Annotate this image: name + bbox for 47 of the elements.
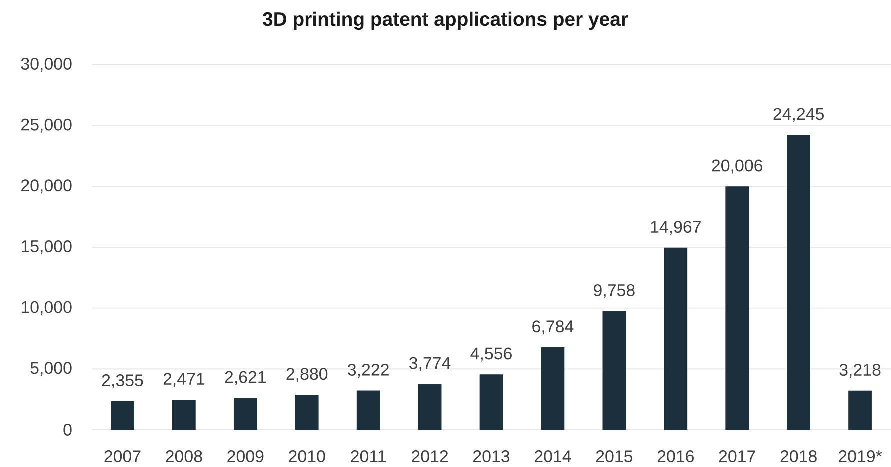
bar <box>848 390 872 430</box>
data-label: 9,758 <box>594 284 635 298</box>
bar <box>726 186 750 430</box>
bar <box>111 401 134 430</box>
bar <box>480 374 504 430</box>
bar <box>787 135 810 430</box>
x-tick-label: 2008 <box>166 450 202 463</box>
data-label: 3,218 <box>840 364 881 378</box>
bar <box>234 398 258 430</box>
y-tick-label: 15,000 <box>22 240 72 254</box>
data-label: 2,471 <box>164 373 205 388</box>
data-label: 2,880 <box>286 368 328 382</box>
data-label: 20,006 <box>712 160 762 174</box>
x-tick-label: 2007 <box>104 450 141 463</box>
bar <box>295 394 319 430</box>
bar <box>418 384 442 430</box>
x-tick-label: 2015 <box>596 450 633 463</box>
data-label: 4,556 <box>470 348 512 362</box>
x-tick-label: 2010 <box>289 450 326 463</box>
y-tick-label: 5,000 <box>30 362 72 376</box>
bar <box>172 400 196 430</box>
x-tick-label: 2012 <box>412 450 448 463</box>
data-label: 2,355 <box>102 374 144 389</box>
x-tick-label: 2018 <box>780 450 817 463</box>
x-tick-label: 2013 <box>474 450 510 463</box>
x-tick-label: 2016 <box>658 450 694 463</box>
y-tick-label: 25,000 <box>22 118 72 133</box>
data-label: 3,774 <box>409 357 451 372</box>
y-tick-label: 10,000 <box>22 301 72 316</box>
y-tick-label: 0 <box>64 424 72 436</box>
y-tick-label: 20,000 <box>22 180 72 194</box>
x-tick-label: 2019* <box>839 450 882 463</box>
x-tick-label: 2017 <box>719 450 756 463</box>
data-label: 3,222 <box>348 364 389 378</box>
data-label: 24,245 <box>774 108 824 122</box>
chart-title: 3D printing patent applications per year <box>262 12 628 30</box>
data-label: 2,621 <box>225 371 266 386</box>
data-label: 14,967 <box>651 221 701 236</box>
x-tick-label: 2009 <box>228 450 264 463</box>
x-tick-label: 2011 <box>351 450 386 463</box>
data-label: 6,784 <box>532 320 574 335</box>
y-tick-label: 30,000 <box>21 58 72 72</box>
x-tick-label: 2014 <box>534 450 572 463</box>
bar <box>602 311 626 430</box>
bar <box>356 390 380 430</box>
bar <box>664 248 688 430</box>
bar <box>541 347 565 430</box>
